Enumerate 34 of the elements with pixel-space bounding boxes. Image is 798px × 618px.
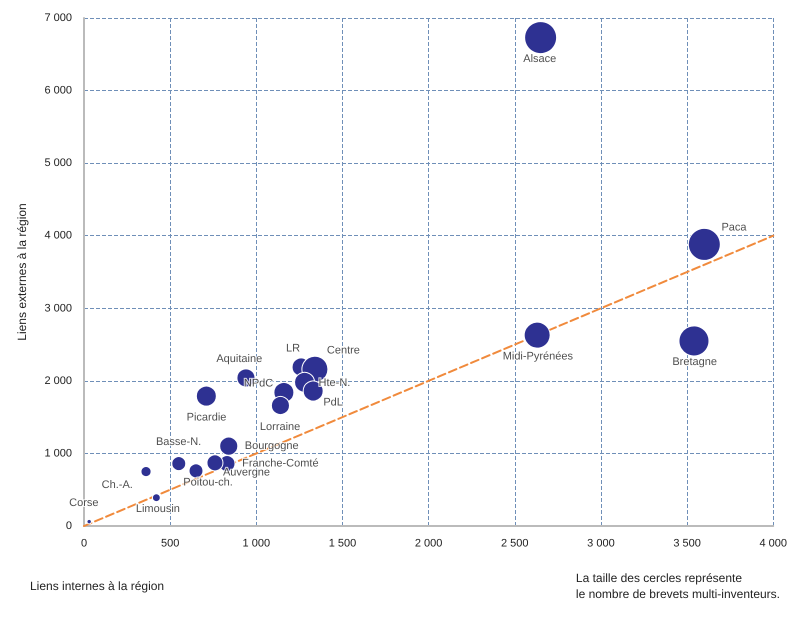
x-tick-label: 4 000 — [759, 538, 787, 550]
x-tick-label: 500 — [160, 538, 180, 550]
x-tick-label: 3 500 — [673, 538, 701, 550]
x-axis-title: Liens internes à la région — [30, 579, 164, 593]
annotation: Basse-N. — [156, 436, 202, 448]
annotation: PdL — [323, 396, 343, 409]
x-tick-label: 1 000 — [242, 538, 270, 550]
y-tick-label: 3 000 — [44, 302, 72, 314]
annotation: Picardie — [186, 411, 226, 424]
x-tick-label: 2 000 — [414, 538, 442, 550]
x-tick-label: 3 000 — [587, 538, 615, 550]
annotation: Limousin — [136, 503, 180, 516]
y-tick-label: 4 000 — [44, 230, 72, 242]
text: La taille des cercles représente le nombre de brevets multi-inventeurs. — [576, 571, 780, 601]
y-tick-label: 1 000 — [44, 447, 72, 460]
annotation: Ch.-A. — [102, 479, 133, 492]
annotation: Corse — [69, 497, 99, 510]
x-tick-label: 0 — [80, 538, 88, 550]
x-tick-label: 2 500 — [501, 538, 529, 550]
annotation: Aquitaine — [216, 353, 262, 366]
annotation: Paca — [721, 222, 748, 234]
annotation: Midi-Pyrénées — [502, 350, 574, 362]
y-tick-label: 5 000 — [44, 157, 72, 170]
annotation: Lorraine — [260, 421, 300, 434]
y-tick-label: 6 000 — [44, 84, 72, 97]
x-tick-label: 1 500 — [328, 538, 356, 550]
y-tick-label: 0 — [66, 520, 72, 532]
annotation: LR — [286, 342, 300, 355]
y-axis-title: Liens externes à la région — [15, 203, 29, 341]
y-tick-label: 7 000 — [44, 12, 72, 24]
annotation: Bretagne — [672, 356, 717, 368]
y-tick-label: 2 000 — [44, 374, 72, 387]
annotation: Centre — [326, 344, 360, 356]
annotation: Alsace — [523, 53, 556, 66]
